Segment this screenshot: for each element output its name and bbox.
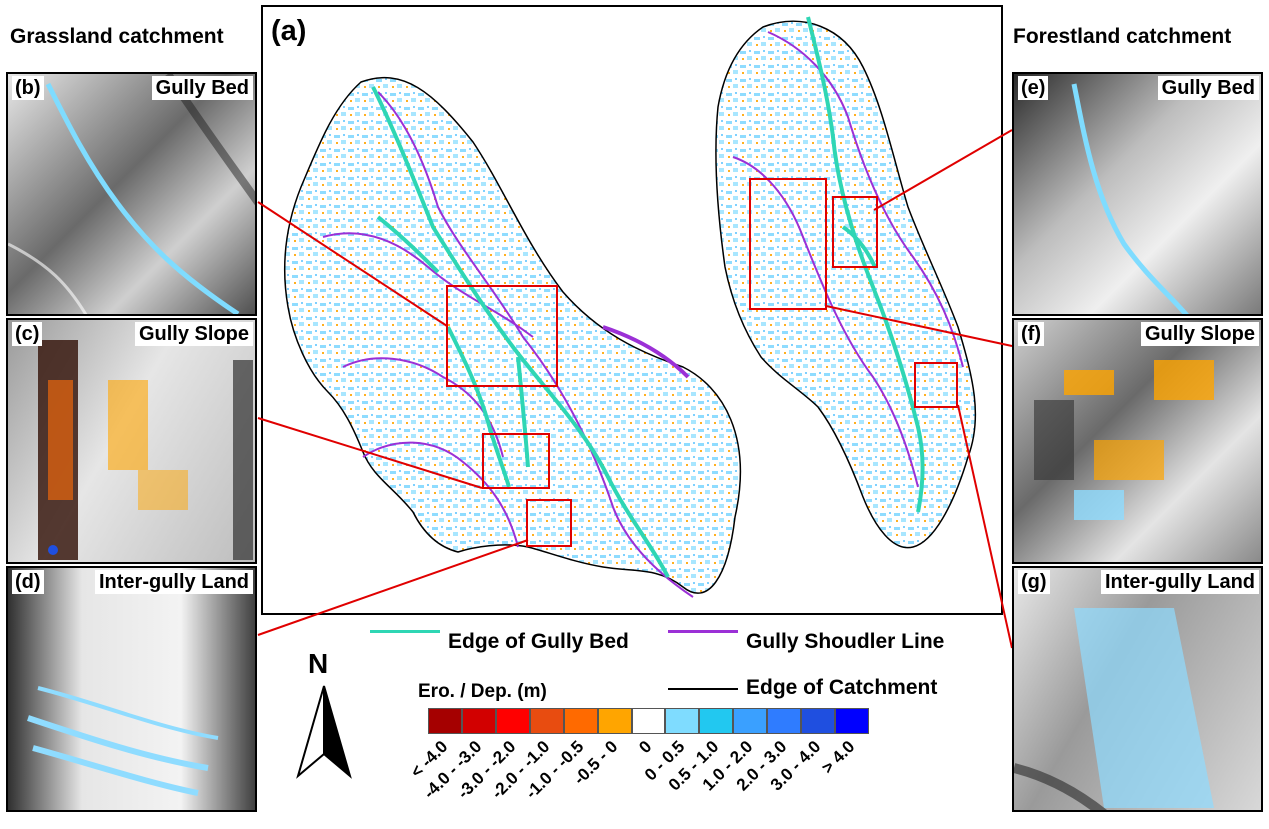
panel-d-label: (d) xyxy=(12,570,44,594)
colorbar-swatch xyxy=(733,708,768,734)
colorbar-swatch xyxy=(461,708,496,734)
gully-bed-legend: Edge of Gully Bed xyxy=(448,630,629,653)
catchment-legend: Edge of Catchment xyxy=(746,676,938,699)
gully-bed-swatch xyxy=(370,630,440,633)
colorbar-swatch xyxy=(835,708,869,734)
north-label: N xyxy=(308,648,329,679)
panel-b-image xyxy=(8,74,255,314)
catchment-swatch xyxy=(668,688,738,690)
panel-b: (b) Gully Bed xyxy=(6,72,257,316)
panel-g-image xyxy=(1014,608,1214,810)
colorbar-swatch xyxy=(767,708,802,734)
forestland-heading: Forestland catchment xyxy=(1013,25,1232,48)
colorbar-labels: < -4.0 -4.0 - -3.0 -3.0 - -2.0 -2.0 - -1.0-… xyxy=(407,734,869,814)
colorbar-swatch xyxy=(529,708,564,734)
grassland-catchment xyxy=(283,77,742,594)
panel-f-title: Gully Slope xyxy=(1140,322,1259,346)
panel-c-image xyxy=(38,340,253,560)
colorbar-swatch xyxy=(631,708,666,734)
colorbar-swatch xyxy=(563,708,598,734)
colorbar-title: Ero. / Dep. (m) xyxy=(418,681,547,702)
shoulder-swatch xyxy=(668,630,738,633)
panel-f-label: (f) xyxy=(1018,322,1044,346)
colorbar-swatch xyxy=(665,708,700,734)
colorbar-swatch xyxy=(597,708,632,734)
colorbar-swatch xyxy=(495,708,530,734)
colorbar xyxy=(428,708,869,734)
panel-f-image xyxy=(1034,360,1214,520)
colorbar-swatch xyxy=(801,708,836,734)
panel-f: (f) Gully Slope xyxy=(1012,318,1263,564)
panel-g-title: Inter-gully Land xyxy=(1101,570,1259,594)
shoulder-legend: Gully Shoudler Line xyxy=(746,630,945,653)
panel-d-title: Inter-gully Land xyxy=(95,570,253,594)
panel-c: (c) Gully Slope xyxy=(6,318,257,564)
panel-b-label: (b) xyxy=(12,76,44,100)
panel-c-title: Gully Slope xyxy=(134,322,253,346)
panel-e-label: (e) xyxy=(1018,76,1049,100)
forestland-catchment xyxy=(715,20,977,549)
panel-e-image xyxy=(1071,83,1189,314)
panel-e: (e) Gully Bed xyxy=(1012,72,1263,316)
colorbar-swatch xyxy=(699,708,734,734)
panel-d: (d) Inter-gully Land xyxy=(6,566,257,812)
panel-d-image xyxy=(27,686,219,796)
panel-e-title: Gully Bed xyxy=(1157,76,1259,100)
panel-b-title: Gully Bed xyxy=(151,76,253,100)
panel-g-label: (g) xyxy=(1018,570,1050,594)
panel-g: (g) Inter-gully Land xyxy=(1012,566,1263,812)
grassland-heading: Grassland catchment xyxy=(10,25,224,48)
catchment-maps xyxy=(283,16,977,598)
main-map-label: (a) xyxy=(271,15,307,47)
main-map: (a) xyxy=(261,5,1003,615)
north-arrow-icon xyxy=(296,685,352,779)
highlight-boxes xyxy=(446,178,958,547)
colorbar-swatch xyxy=(428,708,462,734)
panel-c-label: (c) xyxy=(12,322,43,346)
